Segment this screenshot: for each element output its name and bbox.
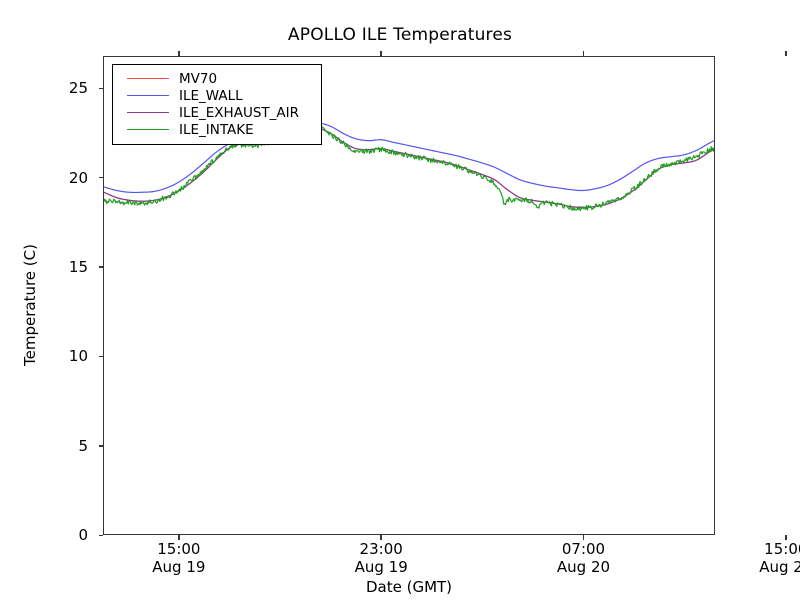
legend-color-swatch bbox=[127, 78, 169, 79]
x-tick-date: Aug 20 bbox=[759, 558, 800, 576]
y-tick-mark bbox=[99, 266, 103, 268]
chart-legend: MV70 ILE_WALL ILE_EXHAUST_AIR ILE_INTAKE bbox=[112, 64, 322, 145]
x-tick-mark bbox=[178, 535, 180, 540]
x-tick-label: 07:00 Aug 20 bbox=[523, 540, 643, 576]
x-tick-time: 07:00 bbox=[561, 540, 606, 558]
x-tick-date: Aug 19 bbox=[354, 558, 408, 576]
legend-item-mv70[interactable]: MV70 bbox=[119, 70, 315, 87]
x-tick-mark bbox=[380, 535, 382, 540]
x-tick-date: Aug 19 bbox=[152, 558, 206, 576]
x-tick-mark bbox=[582, 535, 585, 540]
x-tick-label: 15:00 Aug 19 bbox=[119, 540, 239, 576]
x-tick-mark-top bbox=[582, 51, 585, 56]
x-tick-mark-top bbox=[178, 51, 180, 56]
legend-label: ILE_WALL bbox=[179, 87, 243, 104]
x-tick-mark-top bbox=[785, 51, 787, 56]
series-line-ile_wall bbox=[104, 122, 714, 194]
y-tick-mark bbox=[99, 445, 103, 447]
chart-title: APOLLO ILE Temperatures bbox=[287, 25, 513, 45]
y-tick-mark bbox=[99, 177, 103, 179]
x-tick-mark bbox=[785, 535, 787, 540]
legend-color-swatch bbox=[127, 95, 169, 96]
plot-lines bbox=[104, 122, 714, 212]
legend-item-ile_exhaust_air[interactable]: ILE_EXHAUST_AIR bbox=[119, 104, 315, 121]
series-line-ile_intake bbox=[104, 125, 714, 212]
legend-label: MV70 bbox=[179, 70, 218, 87]
legend-item-ile_intake[interactable]: ILE_INTAKE bbox=[119, 121, 315, 138]
x-tick-mark-top bbox=[380, 51, 382, 56]
y-tick-label: 0 bbox=[78, 526, 88, 544]
y-tick-label: 25 bbox=[68, 79, 88, 98]
y-tick-label: 20 bbox=[68, 168, 88, 187]
y-tick-label: 5 bbox=[78, 436, 88, 455]
legend-color-swatch bbox=[127, 129, 169, 130]
x-tick-date: Aug 20 bbox=[556, 558, 611, 576]
y-tick-mark bbox=[99, 87, 103, 90]
legend-label: ILE_EXHAUST_AIR bbox=[179, 104, 299, 121]
legend-item-ile_wall[interactable]: ILE_WALL bbox=[119, 87, 315, 104]
x-tick-time: 15:00 bbox=[157, 540, 201, 558]
y-tick-mark bbox=[99, 355, 103, 358]
x-axis-label: Date (GMT) bbox=[365, 578, 453, 596]
y-tick-label: 15 bbox=[68, 257, 88, 276]
legend-color-swatch bbox=[127, 112, 169, 113]
x-tick-time: 23:00 bbox=[359, 540, 403, 558]
x-tick-time: 15:00 bbox=[764, 540, 800, 558]
legend-label: ILE_INTAKE bbox=[179, 121, 254, 138]
x-tick-label: 23:00 Aug 19 bbox=[321, 540, 441, 576]
y-tick-label: 10 bbox=[68, 347, 88, 366]
y-tick-mark bbox=[99, 534, 103, 536]
